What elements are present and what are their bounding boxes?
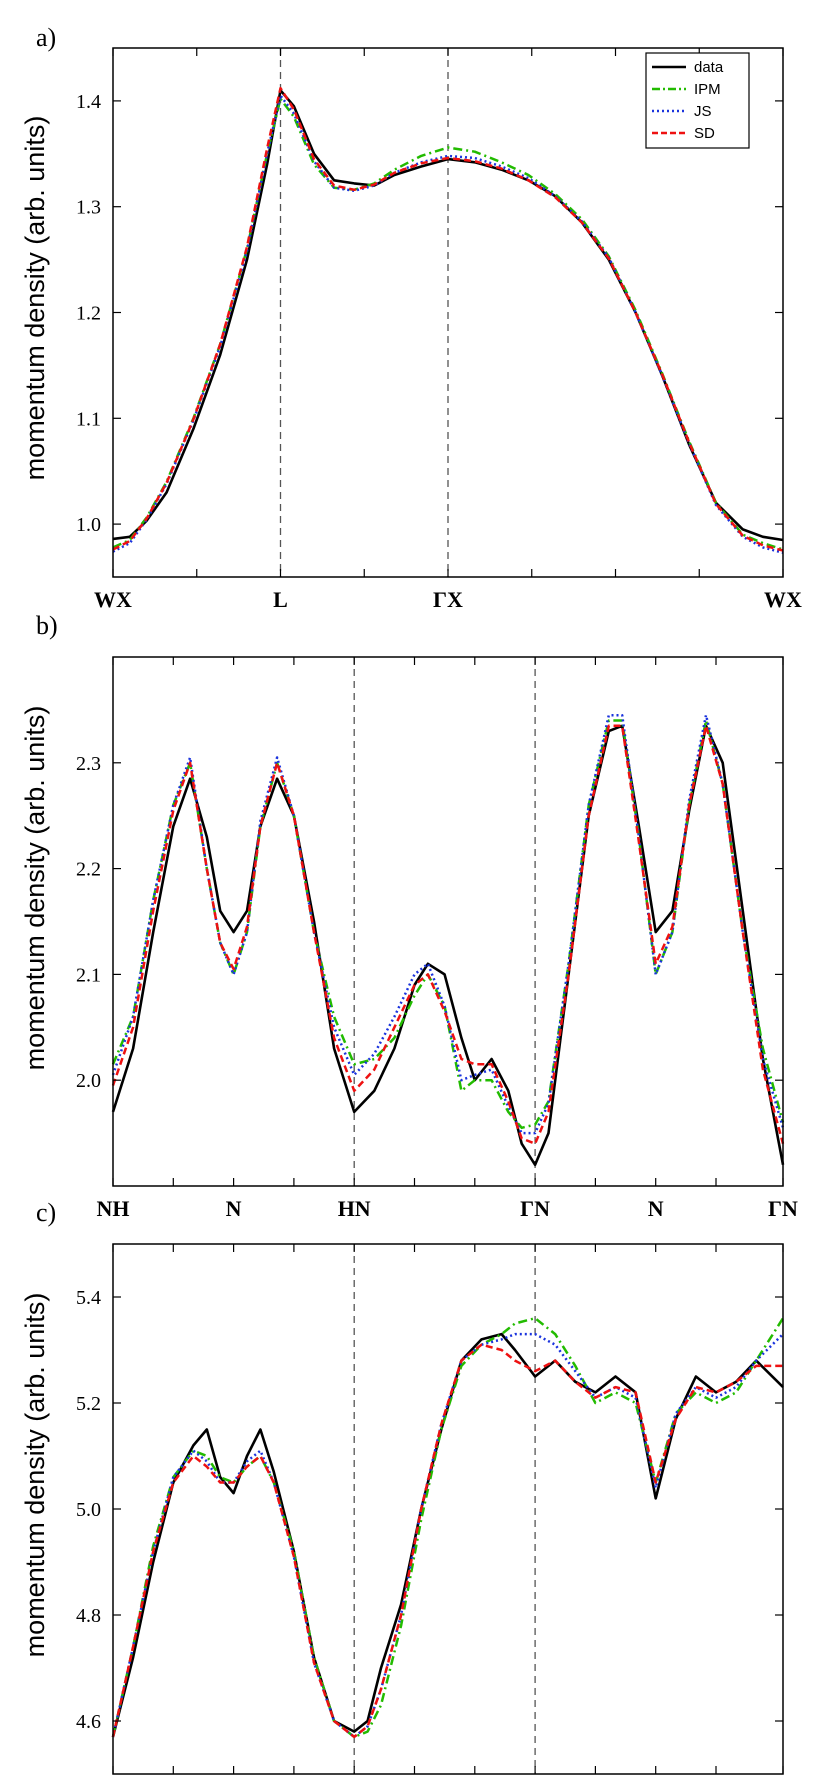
panel-b-xtick-label-2: HN: [338, 1196, 371, 1221]
panel-a-ytick-label-1: 1.1: [76, 408, 101, 430]
panel-c-label: c): [36, 1198, 56, 1227]
panel-b-xtick-label-4: N: [648, 1196, 664, 1221]
panel-c-xtick-label-2: NH: [338, 1784, 371, 1789]
legend-entry-sd: SD: [694, 125, 715, 142]
panel-c-series-js: [111, 1332, 784, 1739]
panel-b-ytick-label-3: 2.3: [76, 753, 101, 775]
legend-entry-js: JS: [694, 103, 712, 120]
panel-a-ytick-label-0: 1.0: [76, 514, 101, 536]
panel-c-ytick-label-0: 4.6: [76, 1711, 101, 1733]
panel-c-series-data: [111, 1332, 784, 1738]
panel-a-xtick-label-2: ΓX: [433, 587, 463, 612]
panel-b-series-sd: [111, 724, 785, 1145]
panel-c-xtick-label-5: ΓN: [768, 1784, 798, 1789]
panel-c-axes-frame: [112, 1243, 784, 1775]
panel-c-xtick-label-4: N: [648, 1784, 664, 1789]
legend: data IPM JS SD: [645, 52, 750, 149]
panel-a-ytick-label-3: 1.3: [76, 197, 101, 219]
panel-c-ylabel: momentum density (arb. units): [20, 1293, 50, 1658]
panel-c-xtick-label-0: HN: [97, 1784, 130, 1789]
panel-a-label: a): [36, 23, 56, 52]
panel-b-label: b): [36, 611, 58, 640]
panel-a-series-js: [112, 94, 784, 554]
panel-c-series-sd: [111, 1343, 783, 1739]
panel-b-ylabel: momentum density (arb. units): [20, 706, 50, 1071]
panel-b: b) momentum density (arb. units) 2.0 2.1 2…: [20, 611, 798, 1221]
panel-c-ytick-label-4: 5.4: [76, 1287, 101, 1309]
panel-b-ytick-label-0: 2.0: [76, 1070, 101, 1092]
panel-a-xtick-label-0: WX: [94, 587, 132, 612]
panel-b-xtick-label-1: N: [226, 1196, 242, 1221]
panel-b-ytick-label-1: 2.1: [76, 964, 101, 986]
panel-c-ytick-label-1: 4.8: [76, 1605, 101, 1627]
legend-entry-ipm: IPM: [694, 81, 721, 98]
panel-a-xtick-label-3: WX: [764, 587, 802, 612]
panel-c-ytick-label-3: 5.2: [76, 1393, 101, 1415]
panel-a-series-sd: [112, 86, 784, 552]
panel-a: a) momentum density (arb. units) 1.0 1.1 1…: [20, 23, 802, 612]
panel-a-ytick-label-4: 1.4: [76, 91, 101, 113]
panel-b-ytick-label-2: 2.2: [76, 859, 101, 881]
panel-b-xtick-label-3: ΓN: [520, 1196, 550, 1221]
panel-c-xtick-label-1: N: [226, 1784, 242, 1789]
panel-c-ytick-label-2: 5.0: [76, 1499, 101, 1521]
panel-a-xtick-label-1: L: [273, 587, 288, 612]
panel-b-axes-frame: [112, 656, 784, 1187]
legend-box: [645, 52, 750, 149]
panel-b-xtick-label-0: NH: [97, 1196, 130, 1221]
panel-c-xtick-label-3: ΓN: [520, 1784, 550, 1789]
panel-a-ylabel: momentum density (arb. units): [20, 116, 50, 481]
panel-a-ytick-label-2: 1.2: [76, 303, 101, 325]
legend-entry-data: data: [694, 59, 724, 76]
panel-b-series-js: [111, 713, 785, 1135]
panel-b-series-ipm: [111, 719, 785, 1130]
panel-b-series-data: [111, 724, 785, 1167]
panel-c: c) momentum density (arb. units) 4.6 4.8 5…: [20, 1198, 798, 1789]
panel-b-xtick-label-5: ΓN: [768, 1196, 798, 1221]
panel-c-series-ipm: [111, 1316, 785, 1739]
